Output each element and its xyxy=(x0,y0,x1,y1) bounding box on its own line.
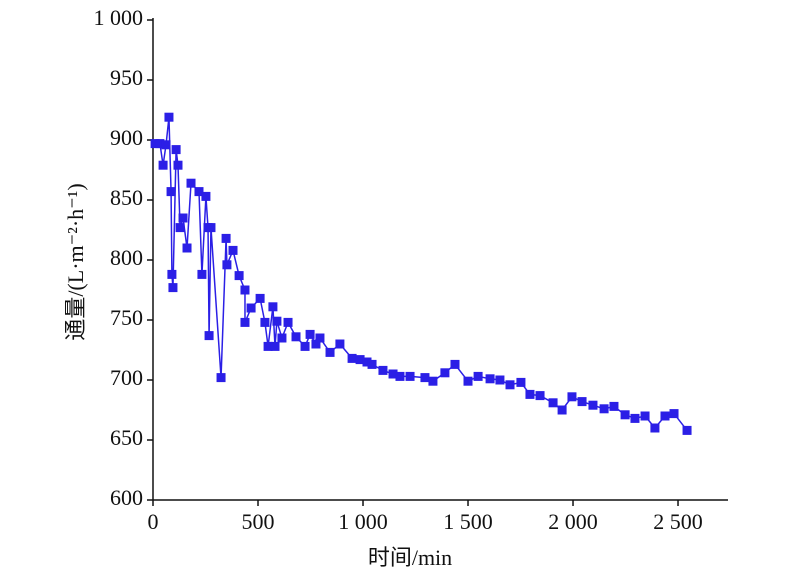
data-point xyxy=(660,411,670,421)
data-point xyxy=(240,317,250,327)
y-tick-label: 800 xyxy=(110,245,143,270)
data-point xyxy=(485,374,495,384)
x-tick-label: 1 500 xyxy=(443,509,493,534)
x-tick-label: 0 xyxy=(148,509,159,534)
data-point xyxy=(620,410,630,420)
data-point xyxy=(347,353,357,363)
data-point xyxy=(325,347,335,357)
data-point xyxy=(463,376,473,386)
data-point xyxy=(450,359,460,369)
data-point xyxy=(650,423,660,433)
data-point xyxy=(388,369,398,379)
data-point xyxy=(599,404,609,414)
data-point xyxy=(186,178,196,188)
data-point xyxy=(204,331,214,341)
data-point xyxy=(577,397,587,407)
x-axis-label: 时间/min xyxy=(368,545,452,570)
data-point xyxy=(150,139,160,149)
data-point xyxy=(355,355,365,365)
data-point xyxy=(495,375,505,385)
data-point xyxy=(194,187,204,197)
data-point xyxy=(272,316,282,326)
data-point xyxy=(378,365,388,375)
data-point xyxy=(234,271,244,281)
data-point xyxy=(367,359,377,369)
data-point xyxy=(440,368,450,378)
data-point xyxy=(548,398,558,408)
data-point xyxy=(268,302,278,312)
data-point xyxy=(277,333,287,343)
data-point xyxy=(305,329,315,339)
y-tick-label: 650 xyxy=(110,425,143,450)
data-point xyxy=(395,371,405,381)
y-tick-label: 850 xyxy=(110,185,143,210)
data-point xyxy=(263,341,273,351)
data-point xyxy=(557,405,567,415)
data-point xyxy=(525,389,535,399)
data-point xyxy=(640,411,650,421)
data-point xyxy=(535,391,545,401)
data-point xyxy=(246,303,256,313)
data-point xyxy=(291,332,301,342)
data-point xyxy=(630,413,640,423)
data-point xyxy=(311,339,321,349)
data-point xyxy=(166,187,176,197)
data-point xyxy=(171,145,181,155)
data-point xyxy=(221,233,231,243)
data-point xyxy=(669,409,679,419)
y-tick-label: 1 000 xyxy=(94,5,144,30)
y-tick-label: 950 xyxy=(110,65,143,90)
data-point xyxy=(197,269,207,279)
data-point xyxy=(164,112,174,122)
data-point xyxy=(300,341,310,351)
data-point xyxy=(201,191,211,201)
y-axis-label: 通量/(L·m⁻²·h⁻¹) xyxy=(63,183,88,340)
data-point xyxy=(315,333,325,343)
data-point xyxy=(335,339,345,349)
data-point xyxy=(260,317,270,327)
x-tick-label: 2 500 xyxy=(653,509,703,534)
x-tick-label: 500 xyxy=(242,509,275,534)
y-tick-label: 700 xyxy=(110,365,143,390)
data-point xyxy=(567,392,577,402)
data-point xyxy=(161,140,171,150)
data-point xyxy=(588,400,598,410)
data-point xyxy=(473,371,483,381)
data-point xyxy=(216,373,226,383)
data-point xyxy=(505,380,515,390)
data-point xyxy=(173,160,183,170)
data-point xyxy=(240,285,250,295)
data-point xyxy=(405,371,415,381)
data-point xyxy=(175,223,185,233)
data-point xyxy=(206,223,216,233)
x-tick-label: 2 000 xyxy=(548,509,598,534)
y-tick-label: 600 xyxy=(110,485,143,510)
x-tick-label: 1 000 xyxy=(338,509,388,534)
data-point xyxy=(178,213,188,223)
data-point xyxy=(228,245,238,255)
y-tick-label: 750 xyxy=(110,305,143,330)
data-point xyxy=(182,243,192,253)
data-point xyxy=(609,401,619,411)
data-point xyxy=(516,377,526,387)
data-point xyxy=(270,341,280,351)
data-point xyxy=(682,425,692,435)
data-point xyxy=(362,357,372,367)
data-point xyxy=(222,260,232,270)
y-tick-label: 900 xyxy=(110,125,143,150)
data-point xyxy=(255,293,265,303)
data-point xyxy=(158,160,168,170)
data-point xyxy=(168,283,178,293)
data-point xyxy=(283,317,293,327)
data-point xyxy=(420,373,430,383)
data-point xyxy=(167,269,177,279)
data-point xyxy=(428,376,438,386)
data-point xyxy=(155,139,165,149)
